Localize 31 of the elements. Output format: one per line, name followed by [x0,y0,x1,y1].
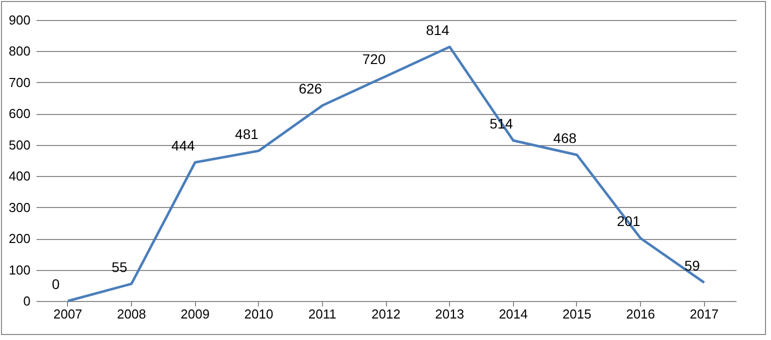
y-tick-label: 100 [8,262,30,278]
x-tick-label: 2009 [180,306,210,322]
data-label: 626 [298,80,322,97]
data-label: 59 [684,258,700,274]
data-label: 468 [553,130,577,146]
x-tick-label: 2016 [626,306,656,322]
y-tick-label: 400 [8,168,30,184]
y-tick-label: 200 [8,231,30,246]
data-label: 444 [171,137,195,154]
line-series [66,46,706,302]
data-label: 720 [362,51,386,68]
y-tick-label: 700 [8,74,30,90]
x-tick-label: 2015 [562,306,592,322]
data-label: 55 [112,258,128,275]
x-tick-label: 2011 [308,306,336,322]
data-label: 481 [235,126,259,142]
y-tick-label: 800 [8,44,30,59]
y-tick-label: 600 [8,106,30,122]
data-label: 814 [426,22,450,38]
x-tick-label: 2007 [53,306,82,322]
y-tick-label: 900 [8,12,30,28]
x-tick-label: 2014 [498,306,528,322]
y-tick-label: 300 [8,200,30,215]
x-tick-label: 2010 [244,306,274,322]
y-tick-label: 0 [23,294,30,308]
x-tick-label: 2017 [690,306,719,322]
x-tick-label: 2013 [435,306,464,322]
y-tick-label: 500 [8,137,30,152]
x-tick-label: 2008 [116,306,146,322]
x-tick-label: 2012 [372,306,400,322]
data-label: 0 [52,276,60,292]
